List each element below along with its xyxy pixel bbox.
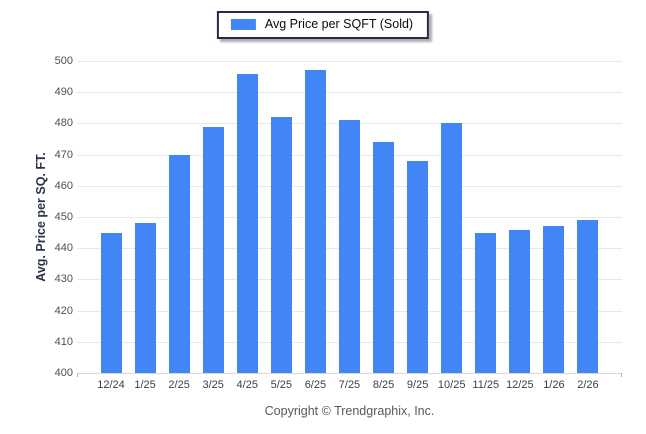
bar-5/25[interactable] [270,117,292,373]
legend-swatch-icon [230,19,256,30]
x-tick-label: 1/26 [543,379,565,391]
x-tick-label: 2/26 [577,379,599,391]
x-tick-label: 7/25 [338,379,361,391]
bar-2/26[interactable] [577,220,599,373]
x-tick-label: 4/25 [236,379,258,391]
y-tick-label: 490 [54,86,73,99]
gridline [77,61,622,62]
x-tick-label: 6/25 [304,379,327,391]
x-tick-label: 12/24 [97,379,125,391]
y-tick-label: 480 [54,117,73,130]
x-axis-end-tick [77,373,78,377]
bar-12/25[interactable] [509,229,531,373]
y-tick-label: 460 [54,179,73,192]
y-tick-label: 470 [54,148,73,161]
bar-4/25[interactable] [236,73,258,373]
x-axis-end-tick [621,373,622,377]
bar-1/26[interactable] [543,226,565,373]
legend[interactable]: Avg Price per SQFT (Sold) [216,11,430,39]
x-tick-label: 5/25 [270,379,293,391]
y-tick-label: 420 [54,304,73,317]
x-tick-label: 10/25 [437,379,466,391]
bar-8/25[interactable] [373,142,395,373]
legend-label: Avg Price per SQFT (Sold) [264,17,414,31]
y-tick-label: 430 [54,273,73,286]
x-tick-label: 1/25 [134,379,156,391]
bar-2/25[interactable] [168,154,190,373]
bar-7/25[interactable] [338,120,360,373]
x-tick-label: 8/25 [372,379,395,391]
y-tick-label: 500 [54,55,73,67]
bar-10/25[interactable] [441,123,463,373]
gridline [77,92,622,94]
bar-9/25[interactable] [407,160,429,373]
x-tick-label: 11/25 [472,379,500,391]
plot-area [77,61,622,377]
bar-3/25[interactable] [202,126,224,373]
bar-11/25[interactable] [475,232,497,373]
x-tick-label: 9/25 [406,379,429,391]
y-tick-label: 410 [54,335,73,348]
x-tick-label: 3/25 [202,379,224,391]
bar-6/25[interactable] [304,70,326,373]
y-tick-label: 400 [54,367,73,379]
y-tick-label: 450 [54,211,73,223]
y-tick-label: 440 [54,242,73,255]
copyright-text: Copyright © Trendgraphix, Inc. [264,404,435,418]
bar-1/25[interactable] [134,223,156,373]
bar-12/24[interactable] [100,232,122,373]
x-tick-label: 12/25 [506,379,534,391]
x-tick-label: 2/25 [168,379,190,391]
